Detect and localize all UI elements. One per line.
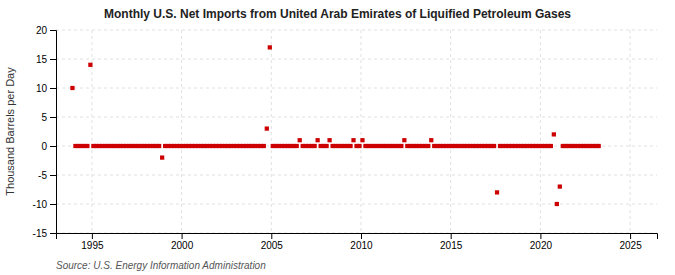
point [426,144,430,148]
x-grid-line [181,30,182,233]
x-axis-line [57,234,658,240]
y-axis-line [50,31,57,234]
x-tick: 2005 [261,233,284,251]
x-grid-line [450,30,451,233]
y-tick: 10 [36,83,56,94]
x-tick: 2020 [530,233,553,251]
point [298,138,302,142]
y-tick-label: 5 [41,112,47,123]
x-tick: 2015 [440,233,463,251]
chart-container: 1995200020052010201520202025-15-10-50510… [0,0,675,275]
point [552,132,556,136]
x-grid-line [360,30,361,233]
y-tick: 15 [36,54,56,65]
y-grid-line [56,59,657,60]
x-tick-mark [540,233,541,239]
y-tick: 5 [41,112,56,123]
point [88,63,92,67]
y-tick-mark [50,233,56,234]
point [555,202,559,206]
point [558,184,562,188]
x-tick-mark [361,233,362,239]
y-tick: -10 [33,199,56,210]
y-grid-line [56,204,657,205]
point [549,144,553,148]
y-tick-label: -5 [38,170,47,181]
point [492,144,496,148]
x-grid-line [630,30,631,233]
y-tick-label: 20 [36,25,48,36]
point [85,144,89,148]
point [160,155,164,159]
point [327,138,331,142]
y-tick-label: 10 [36,83,48,94]
point [402,138,406,142]
x-tick-label: 2025 [619,240,642,251]
point [157,144,161,148]
x-grid-line [271,30,272,233]
x-tick-label: 2005 [261,240,284,251]
x-tick-label: 2000 [171,240,194,251]
x-tick-label: 2010 [350,240,373,251]
y-tick-mark [50,204,56,205]
point [357,144,361,148]
point [262,144,266,148]
y-tick-mark [50,146,56,147]
y-tick: -5 [38,170,56,181]
y-axis-title: Thousand Barrels per Day [4,67,16,196]
y-axis: -15 -10 -5 0 5 10 15 20 [33,25,57,239]
y-grid-line [56,175,657,176]
x-tick: 1995 [81,233,104,251]
point [399,144,403,148]
y-grid-line [56,88,657,89]
plot-area: 1995200020052010201520202025-15-10-50510… [33,25,658,251]
point [495,190,499,194]
x-grid-line [91,30,92,233]
x-axis: 1995 2000 2005 2010 2015 2020 2025 [57,233,658,251]
x-tick: 2025 [619,233,642,251]
x-tick-label: 2020 [530,240,553,251]
x-tick-mark [630,233,631,239]
y-grid-line [56,30,657,31]
x-tick: 2000 [171,233,194,251]
point [265,126,269,130]
point [429,138,433,142]
source: Source: U.S. Energy Information Administ… [56,260,266,271]
point [351,138,355,142]
x-tick-mark [451,233,452,239]
y-tick-label: -15 [33,228,48,239]
x-tick-label: 2015 [440,240,463,251]
x-tick-mark [182,233,183,239]
y-tick-mark [50,88,56,89]
y-tick: 0 [41,141,56,152]
point [70,86,74,90]
y-tick-mark [50,117,56,118]
y-tick: 20 [36,25,56,36]
y-tick: -15 [33,228,56,239]
points [70,45,600,206]
y-tick-label: 0 [41,141,47,152]
y-tick-label: -10 [33,199,48,210]
point [324,144,328,148]
y-tick-mark [50,59,56,60]
title: Monthly U.S. Net Imports from United Ara… [104,7,571,21]
grid [56,30,657,233]
x-tick-label: 1995 [81,240,104,251]
point [268,45,272,49]
point [295,144,299,148]
point [360,138,364,142]
y-grid-line [56,117,657,118]
point [348,144,352,148]
y-tick-label: 15 [36,54,48,65]
point [597,144,601,148]
y-tick-mark [50,175,56,176]
x-grid-line [540,30,541,233]
x-tick-mark [92,233,93,239]
point [313,144,317,148]
y-tick-mark [50,30,56,31]
x-tick: 2010 [350,233,373,251]
chart-svg: 1995200020052010201520202025-15-10-50510… [0,0,675,275]
point [316,138,320,142]
x-tick-mark [271,233,272,239]
